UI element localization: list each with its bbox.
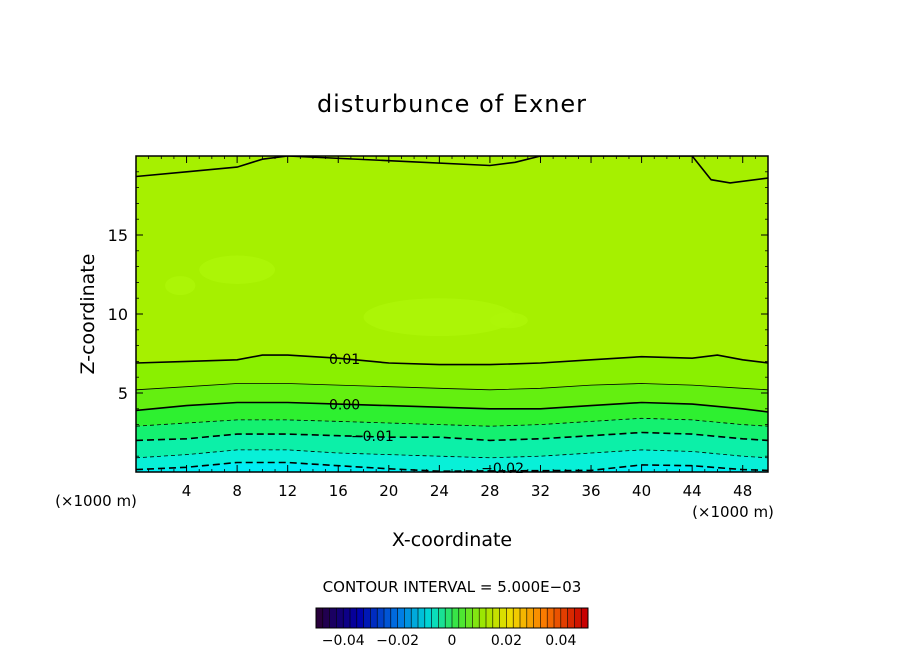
contour-labels: 0.01 0.00 −0.01 −0.02 [329, 352, 524, 477]
contour-line [136, 354, 768, 366]
chart-title: disturbunce of Exner [317, 90, 587, 118]
colorbar-swatch [452, 608, 459, 628]
colorbar-swatch [479, 608, 486, 628]
x-tick-label: 48 [733, 482, 752, 500]
colorbar-tick-label: −0.02 [376, 633, 419, 649]
z-tick-label: 5 [118, 384, 128, 403]
colorbar-swatch [445, 608, 452, 628]
colorbar-swatch [390, 608, 398, 628]
colorbar-swatch [560, 608, 568, 628]
x-axis-ticks: 4 8 12 16 20 24 28 32 36 40 44 48 [148, 156, 756, 500]
colorbar-swatch [520, 608, 527, 628]
colorbar-swatch [329, 608, 337, 628]
colorbar-swatch [431, 608, 439, 628]
colorbar-swatch [486, 608, 493, 628]
contour-label: −0.02 [481, 461, 524, 477]
z-tick-label: 10 [108, 305, 128, 324]
colorbar [315, 608, 588, 628]
x-tick-label: 32 [531, 482, 550, 500]
contour-line [136, 449, 768, 459]
colorbar-swatch [397, 608, 405, 628]
colorbar-swatch [526, 608, 534, 628]
colorbar-swatch [404, 608, 412, 628]
x-axis-label: X-coordinate [392, 529, 512, 551]
z-unit-label: (×1000 m) [55, 492, 137, 510]
colorbar-swatch [370, 608, 378, 628]
fill-patch-0 [199, 255, 276, 284]
colorbar-swatch [411, 608, 418, 628]
colorbar-tick-label: −0.04 [322, 633, 365, 649]
colorbar-swatch [540, 608, 548, 628]
x-tick-label: 12 [278, 482, 297, 500]
colorbar-swatch [356, 608, 364, 628]
x-tick-label: 24 [430, 482, 449, 500]
x-unit-label: (×1000 m) [692, 503, 774, 521]
colorbar-swatch [336, 608, 344, 628]
x-tick-label: 44 [683, 482, 702, 500]
x-tick-label: 28 [480, 482, 499, 500]
colorbar-tick-label: 0 [448, 633, 457, 649]
colorbar-swatch [343, 608, 350, 628]
x-tick-label: 8 [232, 482, 242, 500]
colorbar-swatch [424, 608, 432, 628]
fill-patch-1 [363, 298, 516, 337]
colorbar-swatch [377, 608, 384, 628]
colorbar-swatch [513, 608, 520, 628]
colorbar-swatch [547, 608, 554, 628]
colorbar-swatch [316, 608, 323, 628]
z-axis-ticks: 5 10 15 [108, 171, 768, 457]
colorbar-swatch [581, 608, 588, 628]
colorbar-swatch [506, 608, 514, 628]
contour-label: −0.01 [351, 429, 394, 445]
contour-label: 0.01 [329, 352, 360, 368]
colorbar-frame [315, 607, 589, 629]
x-tick-label: 4 [182, 482, 192, 500]
colorbar-swatch [554, 608, 561, 628]
z-tick-label: 15 [108, 226, 128, 245]
z-axis-label: Z-coordinate [77, 254, 99, 375]
x-tick-label: 40 [632, 482, 651, 500]
colorbar-swatch [418, 608, 425, 628]
contour-line [136, 417, 768, 427]
colorbar-tick-label: 0.04 [545, 633, 576, 649]
contour-label: 0.00 [329, 398, 360, 414]
colorbar-swatch [350, 608, 357, 628]
colorbar-swatch [533, 608, 541, 628]
colorbar-swatch [322, 608, 330, 628]
colorbar-swatch [492, 608, 500, 628]
x-tick-label: 20 [379, 482, 398, 500]
colorbar-tick-label: 0.02 [491, 633, 522, 649]
colorbar-swatch [472, 608, 480, 628]
colorbar-swatch [499, 608, 507, 628]
colorbar-tick-labels: −0.04 −0.02 0 0.02 0.04 [322, 633, 577, 649]
contour-line [136, 383, 768, 391]
contour-line [136, 401, 768, 413]
colorbar-swatch [465, 608, 473, 628]
colorbar-swatch [567, 608, 575, 628]
colorbar-swatch [363, 608, 371, 628]
colorbar-swatch [458, 608, 466, 628]
colorbar-swatch [438, 608, 446, 628]
fill-patch-2 [489, 312, 528, 329]
colorbar-swatch [574, 608, 582, 628]
plot-area: 0.010.00−0.01−0.02 4 8 12 16 20 24 28 32 36 40 44 4… [108, 155, 769, 500]
contour-interval-text: CONTOUR INTERVAL = 5.000E−03 [323, 578, 582, 596]
fill-band-lowest [136, 463, 768, 472]
colorbar-swatch [384, 608, 391, 628]
x-tick-label: 16 [329, 482, 348, 500]
fill-patch-3 [165, 276, 196, 296]
x-tick-label: 36 [581, 482, 600, 500]
contour-line [136, 156, 768, 184]
